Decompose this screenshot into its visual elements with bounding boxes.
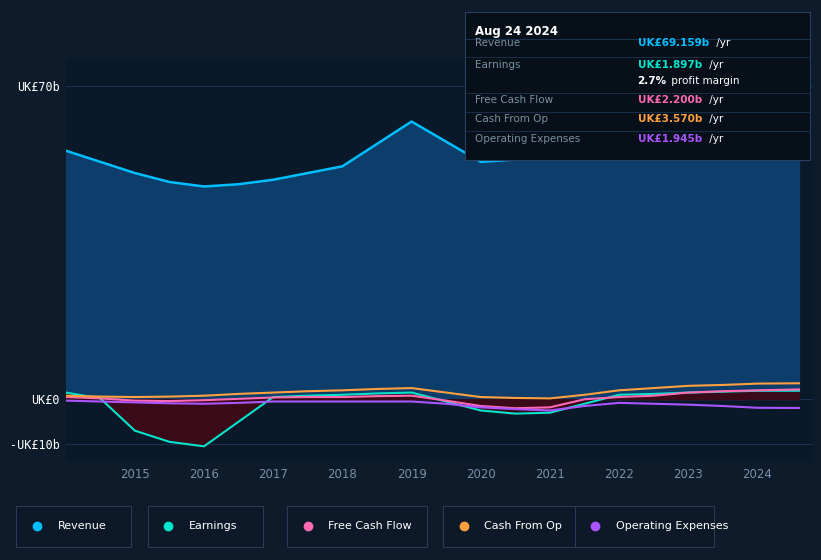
Text: /yr: /yr	[713, 38, 731, 48]
Text: Operating Expenses: Operating Expenses	[616, 521, 728, 531]
Text: /yr: /yr	[706, 134, 723, 144]
Text: /yr: /yr	[706, 114, 723, 124]
Text: Free Cash Flow: Free Cash Flow	[475, 95, 553, 105]
Text: /yr: /yr	[706, 60, 723, 69]
Text: Free Cash Flow: Free Cash Flow	[328, 521, 412, 531]
FancyBboxPatch shape	[443, 506, 583, 547]
Text: UK£1.897b: UK£1.897b	[637, 60, 702, 69]
Text: Earnings: Earnings	[189, 521, 237, 531]
Text: Aug 24 2024: Aug 24 2024	[475, 25, 558, 38]
Text: 2.7%: 2.7%	[637, 76, 667, 86]
Text: UK£2.200b: UK£2.200b	[637, 95, 702, 105]
Text: Cash From Op: Cash From Op	[484, 521, 562, 531]
Text: /yr: /yr	[706, 95, 723, 105]
Text: Revenue: Revenue	[57, 521, 106, 531]
Text: UK£3.570b: UK£3.570b	[637, 114, 702, 124]
Text: Earnings: Earnings	[475, 60, 521, 69]
FancyBboxPatch shape	[148, 506, 263, 547]
Text: Cash From Op: Cash From Op	[475, 114, 548, 124]
FancyBboxPatch shape	[575, 506, 714, 547]
Text: Operating Expenses: Operating Expenses	[475, 134, 580, 144]
FancyBboxPatch shape	[16, 506, 131, 547]
FancyBboxPatch shape	[287, 506, 427, 547]
Text: UK£1.945b: UK£1.945b	[637, 134, 702, 144]
Text: UK£69.159b: UK£69.159b	[637, 38, 709, 48]
Text: profit margin: profit margin	[667, 76, 740, 86]
Text: Revenue: Revenue	[475, 38, 521, 48]
